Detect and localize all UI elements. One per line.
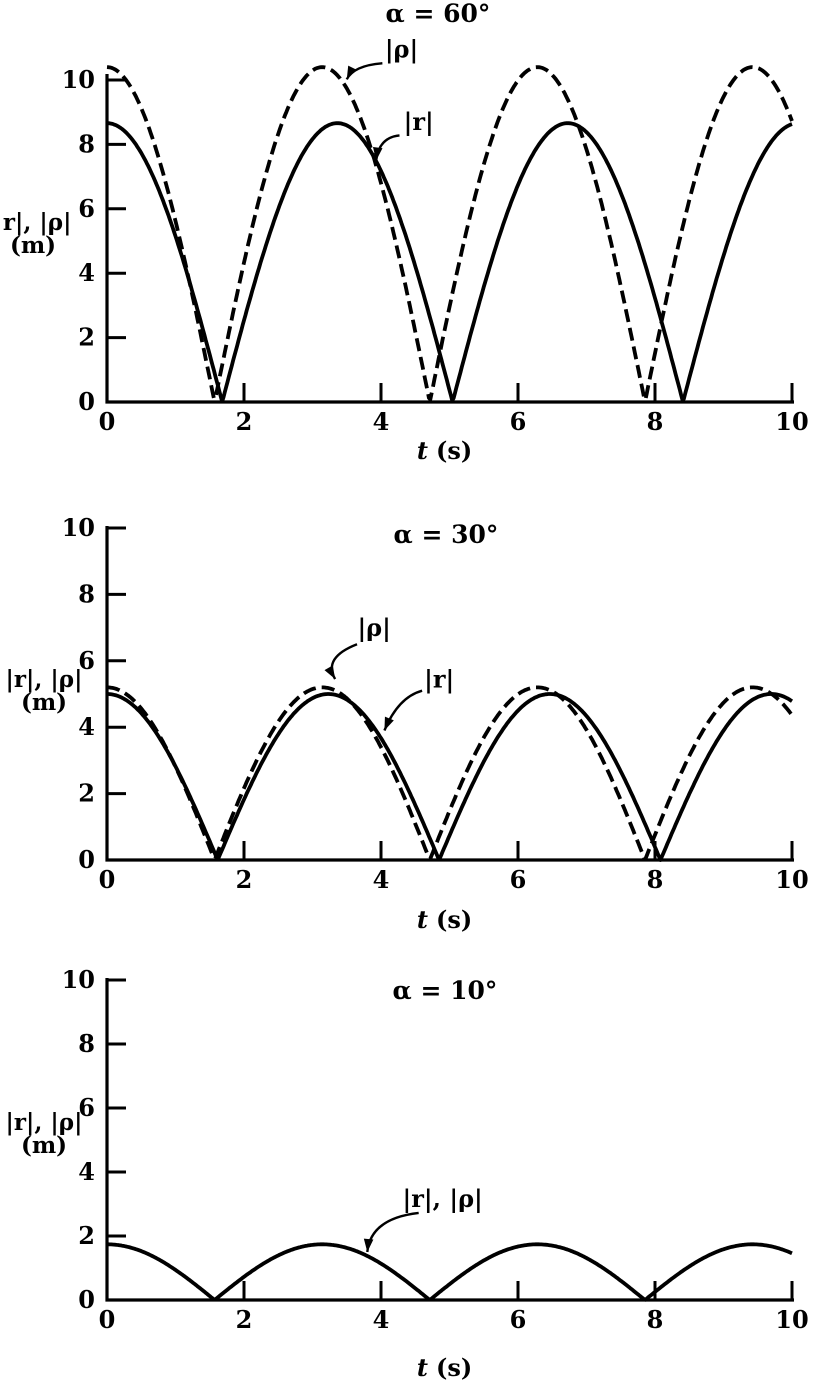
annotation-label: |ρ| <box>357 613 390 642</box>
x-tick-label: 10 <box>775 1305 808 1334</box>
y-tick-label: 2 <box>78 1221 95 1250</box>
chart-title: α = 10° <box>393 976 498 1005</box>
annotation-label: |r|, |ρ| <box>403 1184 483 1213</box>
chart-alpha-60: α = 60° |r|, |ρ| (m) t (s) 0 2 4 6 8 10 0 2 4 6 8 1… <box>0 0 809 465</box>
curve-rho-dashed <box>106 685 794 861</box>
axis-lines <box>105 74 794 404</box>
y-tick-label: 10 <box>62 513 95 542</box>
curve-r-solid <box>106 1242 793 1302</box>
x-tick-label: 8 <box>647 865 664 894</box>
x-tick-label: 2 <box>236 407 253 436</box>
annotation-arrowhead <box>372 147 383 161</box>
x-tick-label: 6 <box>510 865 527 894</box>
x-tick-label: 6 <box>510 1305 527 1334</box>
y-tick-label: 4 <box>78 258 95 287</box>
x-tick-label: 2 <box>236 865 253 894</box>
annotation-label: |r| <box>424 664 454 693</box>
x-tick-label: 0 <box>99 1305 116 1334</box>
x-tick-label: 4 <box>373 865 390 894</box>
y-axis-unit-label: (m) <box>10 232 56 259</box>
x-tick-label: 8 <box>647 1305 664 1334</box>
y-tick-label: 0 <box>78 387 95 416</box>
curve-r-solid <box>106 121 793 404</box>
y-axis-label: |r|, |ρ| <box>6 1109 83 1136</box>
x-axis-label-unit: (s) <box>436 436 472 465</box>
x-tick-label: 4 <box>373 1305 390 1334</box>
x-axis-label-variable: t <box>417 905 428 934</box>
annotations: |ρ| |r| <box>345 34 434 161</box>
y-tick-label: 8 <box>78 129 95 158</box>
y-tick-label: 0 <box>78 1285 95 1314</box>
annotation-arrowhead <box>346 65 357 80</box>
axis-lines <box>105 978 794 1302</box>
y-tick-label: 2 <box>78 779 95 808</box>
y-axis-label: |r|, |ρ| <box>6 666 83 693</box>
y-tick-label: 2 <box>78 323 95 352</box>
x-tick-label: 0 <box>99 407 116 436</box>
x-tick-label: 10 <box>775 865 808 894</box>
series-curves <box>106 685 794 862</box>
y-tick-label: 8 <box>78 1029 95 1058</box>
x-axis-label-variable: t <box>417 436 428 465</box>
chart-alpha-30: α = 30° |r|, |ρ| (m) t (s) 0 2 4 6 8 10 0 2 4 6 8 1… <box>6 513 809 934</box>
axes: 0 2 4 6 8 10 0 2 4 6 8 10 <box>62 65 809 436</box>
annotations: |ρ| |r| <box>324 613 454 731</box>
annotation-arrowhead <box>384 716 394 731</box>
annotation-label: |r| <box>404 107 434 136</box>
x-tick-label: 6 <box>510 407 527 436</box>
axes: 0 2 4 6 8 10 0 2 4 6 8 10 <box>62 513 809 894</box>
y-axis-label: |r|, |ρ| <box>0 209 71 236</box>
curve-rho-dashed <box>106 65 794 402</box>
x-tick-label: 10 <box>775 407 808 436</box>
annotation-arrow <box>383 689 423 731</box>
annotation-arrowhead <box>324 665 336 680</box>
y-tick-label: 4 <box>78 1157 95 1186</box>
x-axis-label-variable: t <box>417 1353 428 1382</box>
curve-r-solid <box>106 692 794 862</box>
y-axis-unit-label: (m) <box>21 689 67 716</box>
x-tick-label: 8 <box>647 407 664 436</box>
series-curves <box>106 65 794 404</box>
y-tick-label: 4 <box>78 712 95 741</box>
y-axis-unit-label: (m) <box>21 1132 67 1159</box>
x-tick-label: 0 <box>99 865 116 894</box>
chart-title: α = 30° <box>394 520 499 549</box>
x-axis-label-unit: (s) <box>436 905 472 934</box>
chart-alpha-10: α = 10° |r|, |ρ| (m) t (s) 0 2 4 6 8 10 0 2 4 6 8 1… <box>6 965 809 1382</box>
y-tick-label: 10 <box>62 965 95 994</box>
annotation-arrow <box>330 643 358 680</box>
chart-title: α = 60° <box>386 0 491 28</box>
axis-lines <box>105 526 794 862</box>
x-axis-label-unit: (s) <box>436 1353 472 1382</box>
x-tick-label: 4 <box>373 407 390 436</box>
y-tick-label: 10 <box>62 65 95 94</box>
annotation-label: |ρ| <box>385 34 418 63</box>
y-tick-label: 0 <box>78 845 95 874</box>
y-tick-label: 6 <box>78 646 95 675</box>
series-curves <box>106 1242 793 1302</box>
annotation-arrowhead <box>363 1238 374 1252</box>
annotations: |r|, |ρ| <box>363 1184 483 1253</box>
annotation-arrow <box>366 1211 419 1253</box>
y-tick-label: 6 <box>78 194 95 223</box>
y-tick-label: 8 <box>78 579 95 608</box>
y-tick-label: 6 <box>78 1093 95 1122</box>
x-tick-label: 2 <box>236 1305 253 1334</box>
axes: 0 2 4 6 8 10 0 2 4 6 8 10 <box>62 965 809 1334</box>
